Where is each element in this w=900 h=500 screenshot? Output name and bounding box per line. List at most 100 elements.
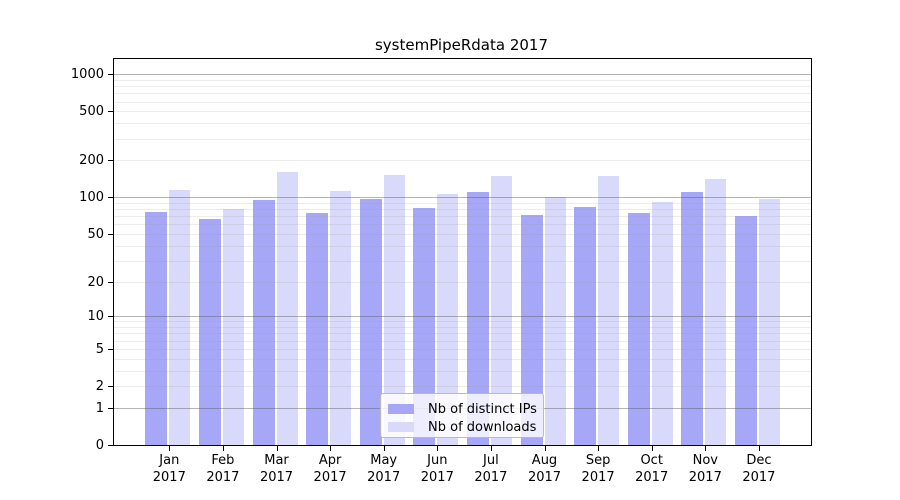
x-tick-label: Apr 2017 [313, 453, 347, 485]
x-tick-label: Sep 2017 [581, 453, 615, 485]
x-tick-label: Nov 2017 [688, 453, 722, 485]
y-axis-tick [108, 445, 113, 446]
x-axis-tick [544, 446, 546, 451]
x-tick-label: Jul 2017 [474, 453, 508, 485]
minor-grid-line [114, 245, 811, 247]
y-tick-label: 2 [95, 379, 104, 395]
major-grid-line [114, 316, 811, 318]
bar-downloads [758, 199, 780, 445]
bar-distinct-ips [306, 212, 329, 445]
minor-grid-line [114, 321, 811, 323]
bar-distinct-ips [734, 216, 757, 445]
legend: Nb of distinct IPs Nb of downloads [380, 393, 544, 438]
minor-grid-line [114, 111, 811, 113]
x-tick-label: Oct 2017 [635, 453, 669, 485]
minor-grid-line [114, 281, 811, 283]
bar-distinct-ips [466, 192, 489, 445]
x-axis-tick [651, 446, 653, 451]
bar-downloads [544, 197, 566, 445]
y-axis-tick [108, 160, 113, 162]
y-axis-tick [108, 407, 113, 409]
x-axis-tick [276, 446, 278, 451]
minor-grid-line [114, 348, 811, 350]
y-tick-label: 1000 [70, 67, 104, 83]
legend-label-distinct-ips: Nb of distinct IPs [428, 401, 537, 417]
y-tick-label: 50 [87, 226, 104, 242]
minor-grid-line [114, 386, 811, 388]
bar-downloads [330, 190, 352, 445]
minor-grid-line [114, 370, 811, 372]
x-tick-label: May 2017 [367, 453, 401, 485]
y-axis-tick [108, 111, 113, 113]
x-axis-tick [330, 446, 332, 451]
legend-label-downloads: Nb of downloads [428, 419, 537, 435]
y-axis-tick [108, 74, 113, 76]
bar-downloads [598, 175, 620, 445]
y-tick-label: 10 [87, 309, 104, 325]
plot-area: 0 1 2 5 10 20 50 100 200 500 1000 Jan 2017 Feb 2017 M… [71, 58, 812, 485]
x-tick-label: Jan 2017 [152, 453, 186, 485]
x-axis-tick [222, 446, 224, 451]
y-tick-label: 0 [95, 438, 104, 453]
legend-row-distinct-ips: Nb of distinct IPs [388, 401, 537, 417]
bar-distinct-ips [198, 219, 221, 445]
legend-swatch-distinct-ips [388, 404, 414, 414]
legend-row-downloads: Nb of downloads [388, 419, 537, 435]
bar-distinct-ips [359, 199, 382, 445]
minor-grid-line [114, 327, 811, 329]
chart-title: systemPipeRdata 2017 [374, 36, 548, 54]
x-tick-label: Jun 2017 [420, 453, 454, 485]
y-tick-label: 5 [95, 341, 104, 357]
minor-grid-line [114, 101, 811, 103]
y-tick-label: 500 [79, 104, 104, 120]
y-tick-label: 200 [79, 153, 104, 169]
bar-distinct-ips [145, 211, 168, 445]
bar-downloads [437, 193, 459, 445]
x-tick-label: Dec 2017 [742, 453, 776, 485]
bar-distinct-ips [520, 214, 543, 445]
bar-distinct-ips [413, 208, 436, 445]
x-tick-label: Feb 2017 [206, 453, 240, 485]
minor-grid-line [114, 216, 811, 218]
bar-distinct-ips [681, 191, 704, 445]
y-tick-label: 20 [87, 274, 104, 290]
minor-grid-line [114, 209, 811, 211]
bar-downloads [383, 174, 405, 445]
x-axis-tick [598, 446, 600, 451]
minor-grid-line [114, 340, 811, 342]
bar-downloads [705, 178, 727, 445]
major-grid-line [114, 74, 811, 76]
x-axis-tick [705, 446, 707, 451]
bar-distinct-ips [252, 200, 275, 445]
bar-downloads [169, 190, 191, 445]
minor-grid-line [114, 123, 811, 125]
minor-grid-line [114, 260, 811, 262]
x-axis-tick [758, 446, 760, 451]
minor-grid-line [114, 333, 811, 335]
minor-grid-line [114, 202, 811, 204]
y-axis-tick [108, 348, 113, 350]
minor-grid-line [114, 138, 811, 140]
minor-grid-line [114, 233, 811, 235]
y-axis-tick [108, 197, 113, 199]
minor-grid-line [114, 93, 811, 95]
x-axis-tick [437, 446, 439, 451]
major-grid-line [114, 197, 811, 199]
minor-grid-line [114, 224, 811, 226]
y-axis-tick [108, 281, 113, 283]
grid-layer [114, 59, 811, 445]
minor-grid-line [114, 79, 811, 81]
axes-layer: 0 1 2 5 10 20 50 100 200 500 1000 Jan 2017 Feb 2017 M… [71, 59, 811, 485]
x-tick-label: Mar 2017 [259, 453, 294, 485]
bar-distinct-ips [574, 207, 597, 445]
y-tick-label: 1 [95, 400, 104, 416]
minor-grid-line [114, 160, 811, 162]
bar-downloads [276, 171, 298, 445]
legend-swatch-downloads [388, 422, 414, 432]
x-axis-tick [490, 446, 492, 451]
y-axis-tick [108, 233, 113, 235]
minor-grid-line [114, 86, 811, 88]
y-tick-label: 100 [79, 190, 104, 206]
bars-layer [114, 59, 811, 445]
